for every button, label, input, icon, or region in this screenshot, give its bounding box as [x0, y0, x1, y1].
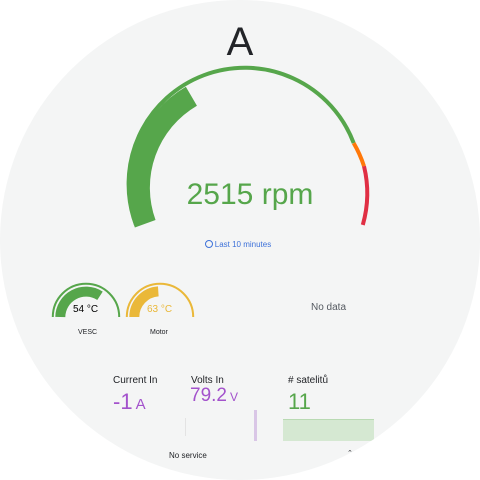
volts-sparkline-start — [185, 418, 186, 436]
vesc-temp-value: 54 °C — [73, 304, 99, 315]
satellites-sparkline — [283, 419, 374, 441]
motor-threshold-ring — [125, 282, 195, 318]
rpm-value-arc — [127, 86, 198, 228]
current-in-title: Current In — [113, 375, 158, 386]
motor-value-arc — [129, 286, 159, 318]
satellites-value: 11 — [288, 389, 311, 414]
volts-in-title: Volts In — [191, 375, 224, 386]
vesc-label: VESC — [78, 329, 98, 336]
time-range-label: Last 10 minutes — [214, 240, 272, 249]
time-range[interactable]: Last 10 minutes — [0, 240, 476, 249]
satellites-title: # satelitů — [288, 375, 329, 386]
current-in-stat: -1 A — [113, 389, 146, 415]
motor-label: Motor — [150, 329, 168, 336]
caret-up-icon: ⌃ — [347, 450, 353, 457]
no-service-text: No service — [169, 451, 207, 460]
rpm-threshold-orange — [351, 142, 366, 167]
vesc-threshold-ring — [51, 282, 121, 318]
volts-sparkline — [254, 410, 257, 441]
current-in-value: -1 — [113, 389, 133, 414]
rpm-value: 2515 rpm — [186, 178, 314, 211]
volts-in-unit: V — [229, 390, 238, 404]
rpm-threshold-red — [360, 165, 370, 226]
no-data-text: No data — [311, 302, 347, 313]
volts-in-stat: 79.2 V — [190, 385, 238, 407]
clock-icon — [204, 240, 213, 248]
current-in-unit: A — [135, 396, 146, 413]
dashboard-title: A — [226, 20, 254, 64]
vesc-value-arc — [55, 286, 103, 318]
volts-in-value: 79.2 — [190, 385, 227, 406]
motor-temp-value: 63 °C — [147, 304, 173, 315]
